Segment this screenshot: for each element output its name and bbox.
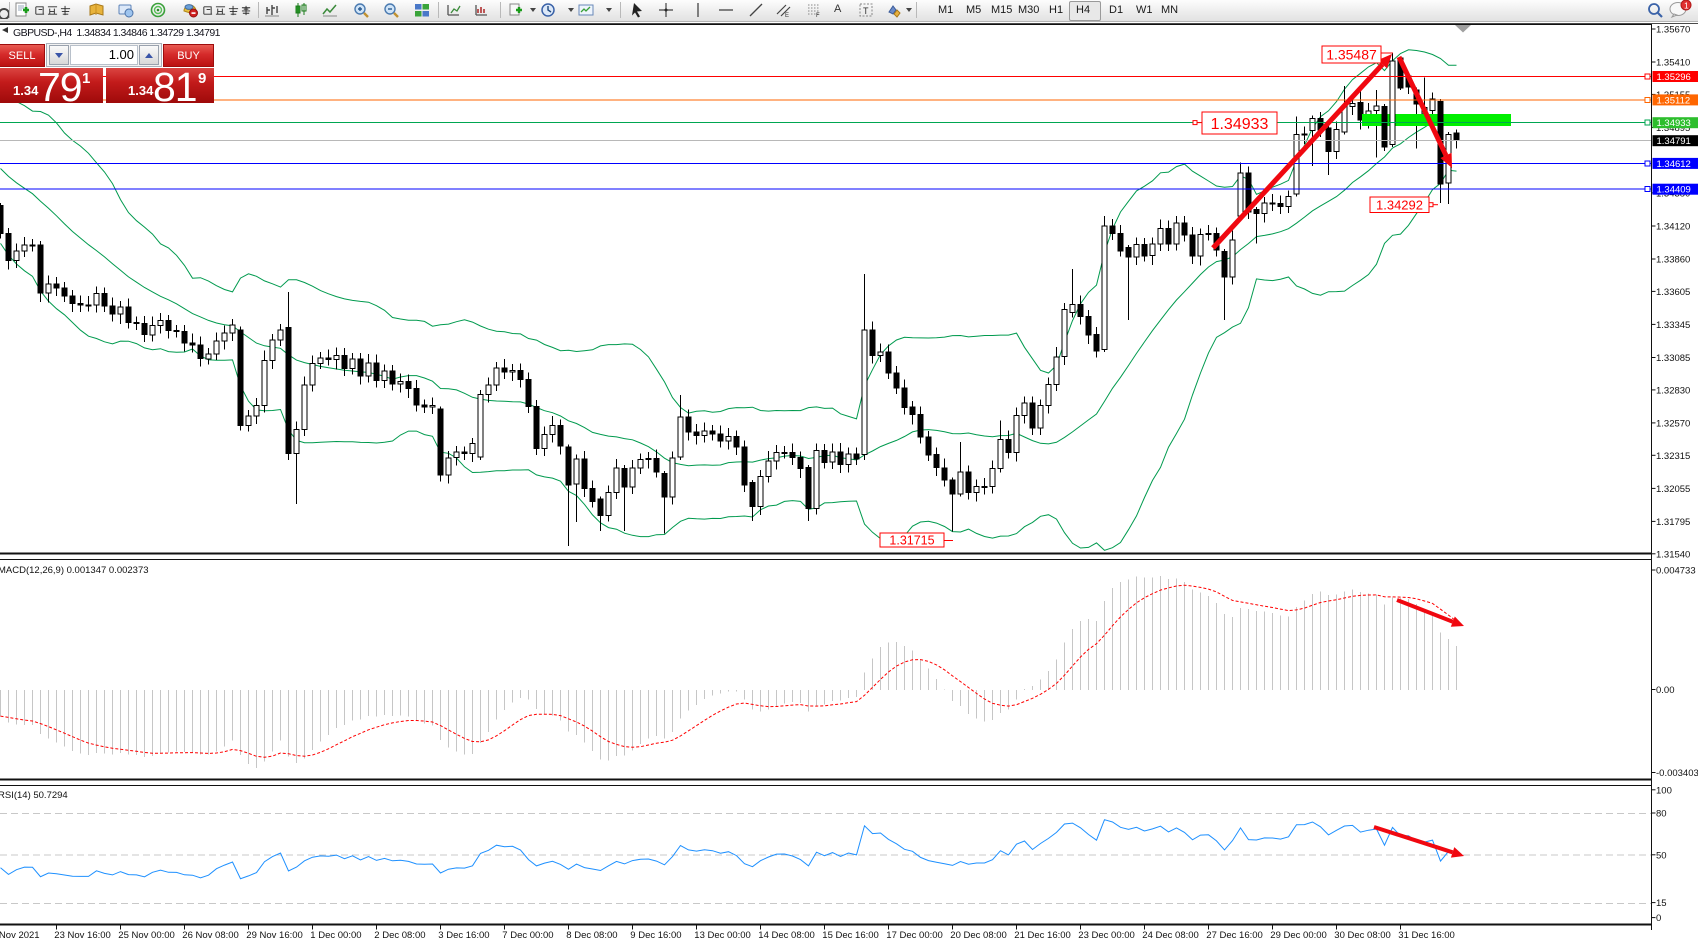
- svg-text:1.32055: 1.32055: [1656, 484, 1690, 495]
- svg-text:1: 1: [1684, 0, 1689, 10]
- svg-text:1.34933: 1.34933: [1211, 116, 1269, 133]
- svg-text:25 Nov 00:00: 25 Nov 00:00: [118, 930, 175, 941]
- svg-text:17 Dec 00:00: 17 Dec 00:00: [886, 930, 943, 941]
- svg-text:1.34612: 1.34612: [1657, 159, 1691, 170]
- svg-text:8 Dec 08:00: 8 Dec 08:00: [566, 930, 617, 941]
- svg-text:50: 50: [1656, 850, 1667, 861]
- svg-text:1.33860: 1.33860: [1656, 255, 1690, 266]
- svg-text:2 Nov 2021: 2 Nov 2021: [0, 930, 40, 941]
- svg-text:-0.003403: -0.003403: [1656, 768, 1698, 779]
- svg-text:23 Dec 00:00: 23 Dec 00:00: [1078, 930, 1135, 941]
- svg-text:1.31795: 1.31795: [1656, 517, 1690, 528]
- svg-text:0.004733: 0.004733: [1656, 566, 1696, 577]
- svg-text:F: F: [816, 13, 820, 19]
- svg-text:26 Nov 08:00: 26 Nov 08:00: [182, 930, 239, 941]
- svg-text:29 Dec 00:00: 29 Dec 00:00: [1270, 930, 1327, 941]
- svg-text:1.34933: 1.34933: [1657, 118, 1691, 129]
- svg-text:1.31715: 1.31715: [889, 534, 934, 548]
- svg-text:9 Dec 16:00: 9 Dec 16:00: [630, 930, 681, 941]
- svg-text:14 Dec 08:00: 14 Dec 08:00: [758, 930, 815, 941]
- svg-text:0.00: 0.00: [1656, 685, 1675, 696]
- svg-text:20 Dec 08:00: 20 Dec 08:00: [950, 930, 1007, 941]
- svg-text:15 Dec 16:00: 15 Dec 16:00: [822, 930, 879, 941]
- svg-text:1.35670: 1.35670: [1656, 25, 1690, 36]
- svg-text:13 Dec 00:00: 13 Dec 00:00: [694, 930, 751, 941]
- svg-text:31 Dec 16:00: 31 Dec 16:00: [1398, 930, 1455, 941]
- svg-text:GBPUSD-,H4 1.34834 1.34846 1.: GBPUSD-,H4 1.34834 1.34846 1.34729 1.347…: [13, 27, 221, 39]
- svg-text:0: 0: [1656, 913, 1661, 924]
- svg-text:MACD(12,26,9) 0.001347 0.00237: MACD(12,26,9) 0.001347 0.002373: [0, 565, 149, 576]
- svg-text:3 Dec 16:00: 3 Dec 16:00: [438, 930, 489, 941]
- svg-text:24 Dec 08:00: 24 Dec 08:00: [1142, 930, 1199, 941]
- svg-text:T: T: [863, 6, 869, 16]
- svg-text:1.34409: 1.34409: [1657, 185, 1691, 196]
- svg-text:30 Dec 08:00: 30 Dec 08:00: [1334, 930, 1391, 941]
- svg-text:100: 100: [1656, 785, 1672, 796]
- svg-text:1.34120: 1.34120: [1656, 222, 1690, 233]
- svg-text:1.33345: 1.33345: [1656, 320, 1690, 331]
- svg-text:7 Dec 00:00: 7 Dec 00:00: [502, 930, 553, 941]
- svg-text:RSI(14) 50.7294: RSI(14) 50.7294: [0, 790, 68, 801]
- svg-text:1.34791: 1.34791: [1657, 136, 1691, 147]
- svg-text:23 Nov 16:00: 23 Nov 16:00: [54, 930, 111, 941]
- svg-text:1 Dec 00:00: 1 Dec 00:00: [310, 930, 361, 941]
- svg-text:1.32830: 1.32830: [1656, 385, 1690, 396]
- svg-text:29 Nov 16:00: 29 Nov 16:00: [246, 930, 303, 941]
- svg-text:1.33605: 1.33605: [1656, 287, 1690, 298]
- svg-text:1.35112: 1.35112: [1657, 95, 1691, 106]
- svg-text:1.32570: 1.32570: [1656, 418, 1690, 429]
- svg-text:21 Dec 16:00: 21 Dec 16:00: [1014, 930, 1071, 941]
- svg-text:1.35487: 1.35487: [1326, 47, 1377, 63]
- svg-text:80: 80: [1656, 809, 1667, 820]
- svg-text:1.35410: 1.35410: [1656, 58, 1690, 69]
- svg-text:1.33085: 1.33085: [1656, 353, 1690, 364]
- svg-text:2 Dec 08:00: 2 Dec 08:00: [374, 930, 425, 941]
- svg-text:1.35296: 1.35296: [1657, 72, 1691, 83]
- svg-text:E: E: [785, 13, 789, 19]
- svg-text:1.34292: 1.34292: [1376, 197, 1423, 212]
- svg-text:1.32315: 1.32315: [1656, 451, 1690, 462]
- svg-text:15: 15: [1656, 898, 1667, 909]
- svg-text:1.34895: 1.34895: [1656, 123, 1690, 134]
- svg-text:27 Dec 16:00: 27 Dec 16:00: [1206, 930, 1263, 941]
- svg-text:1.31540: 1.31540: [1656, 549, 1690, 560]
